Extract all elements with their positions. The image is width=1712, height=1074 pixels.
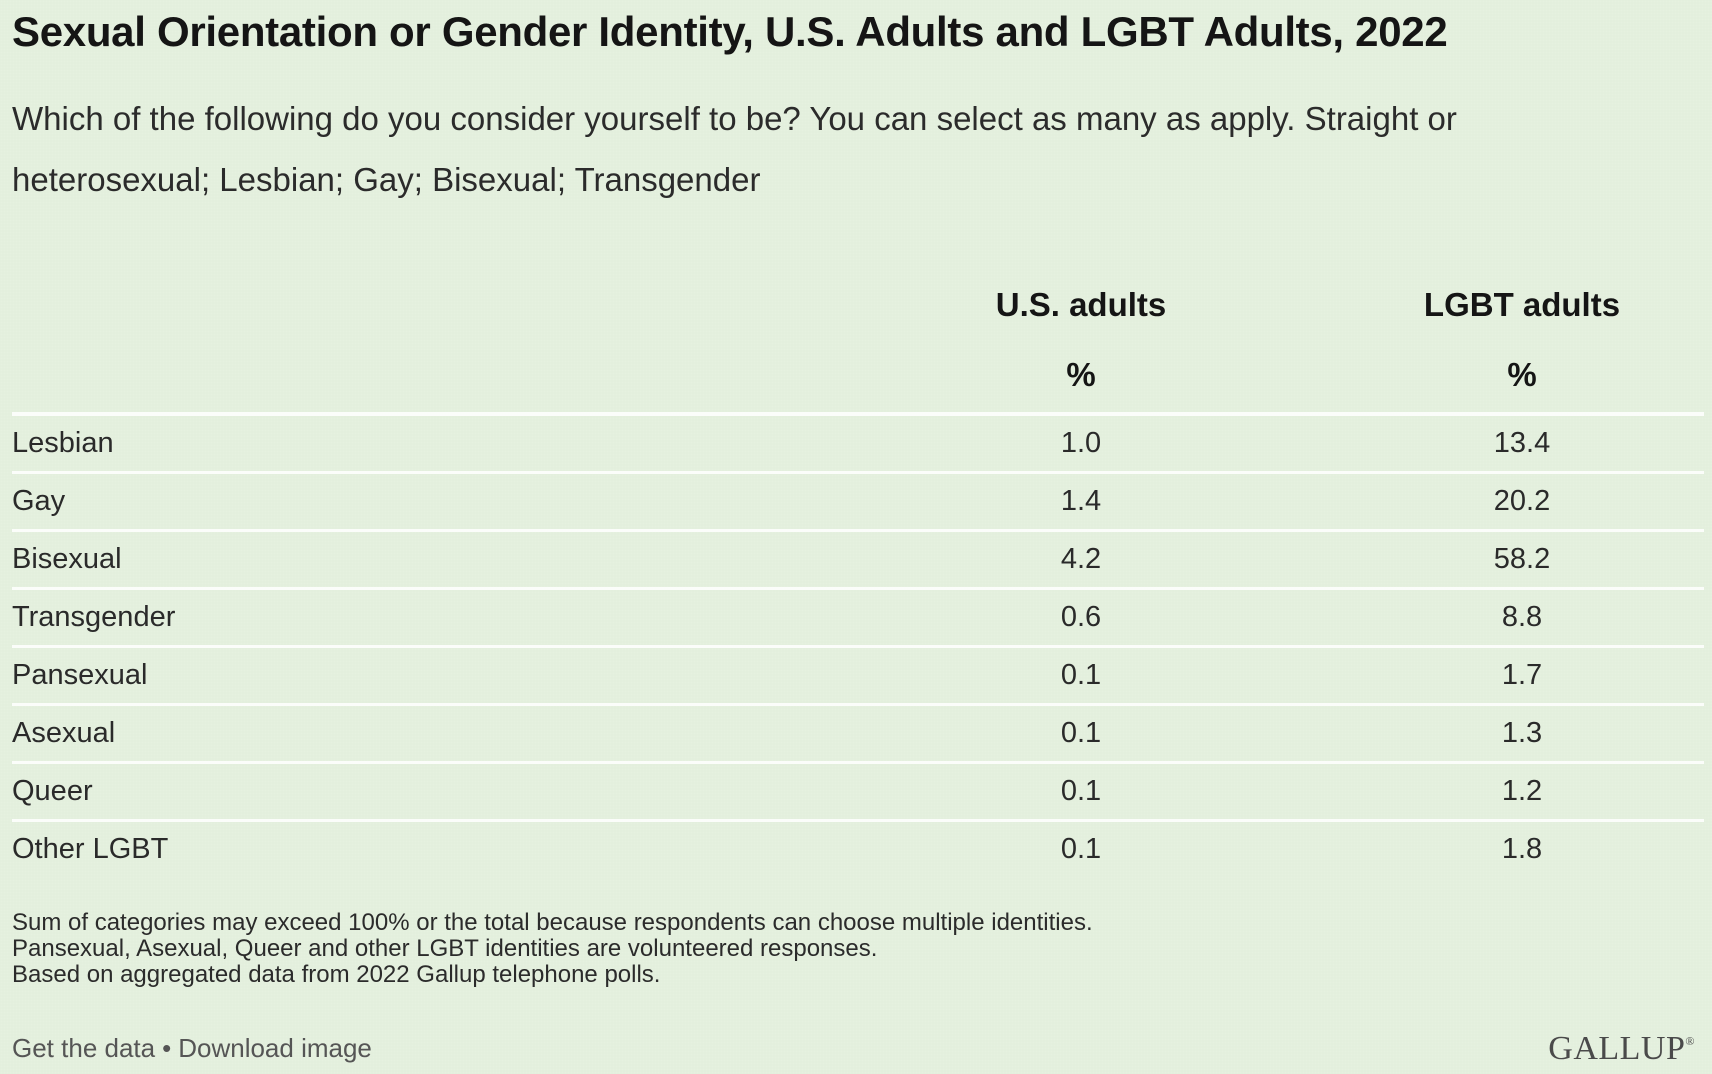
lgbt-adults-value: 13.4 <box>1493 427 1551 459</box>
table-row: Pansexual 0.1 1.7 <box>12 648 1704 706</box>
lgbt-adults-value: 1.8 <box>1501 833 1543 865</box>
gallup-logo[interactable]: GALLUP® <box>1548 1030 1695 1068</box>
table-row: Transgender 0.6 8.8 <box>12 590 1704 648</box>
us-adults-value: 4.2 <box>1060 543 1102 575</box>
registered-mark: ® <box>1685 1034 1695 1048</box>
table-row: Asexual 0.1 1.3 <box>12 706 1704 764</box>
column-header-lgbt-adults: LGBT adults <box>1423 286 1621 323</box>
note-line: Pansexual, Asexual, Queer and other LGBT… <box>12 935 878 962</box>
lgbt-adults-value: 1.7 <box>1501 659 1543 691</box>
column-unit-lgbt-adults: % <box>1507 356 1537 393</box>
table-row: Queer 0.1 1.2 <box>12 764 1704 822</box>
chart-subtitle: Which of the following do you consider y… <box>12 100 1457 198</box>
row-label: Pansexual <box>12 659 148 691</box>
chart-frame: Sexual Orientation or Gender Identity, U… <box>12 0 1704 1074</box>
row-label: Other LGBT <box>12 833 169 865</box>
lgbt-adults-value: 1.2 <box>1501 775 1543 807</box>
us-adults-value: 0.1 <box>1060 659 1102 691</box>
table-row: Gay 1.4 20.2 <box>12 474 1704 532</box>
note-line: Sum of categories may exceed 100% or the… <box>12 909 1093 936</box>
row-label: Gay <box>12 485 66 517</box>
us-adults-value: 1.4 <box>1060 485 1102 517</box>
column-unit-us-adults: % <box>1066 356 1096 393</box>
lgbt-adults-value: 1.3 <box>1501 717 1543 749</box>
chart-footer: Get the data • Download image <box>12 1033 372 1064</box>
lgbt-adults-value: 58.2 <box>1493 543 1551 575</box>
data-table: U.S. adults LGBT adults % % Lesbian 1.0 13… <box>12 270 1704 877</box>
us-adults-value: 0.1 <box>1060 717 1102 749</box>
table-row: Other LGBT 0.1 1.8 <box>12 822 1704 877</box>
row-label: Lesbian <box>12 427 114 459</box>
us-adults-value: 1.0 <box>1060 427 1102 459</box>
row-label: Bisexual <box>12 543 122 575</box>
us-adults-value: 0.1 <box>1060 775 1102 807</box>
row-label: Transgender <box>12 601 176 633</box>
row-label: Asexual <box>12 717 116 749</box>
download-image-link[interactable]: Download image <box>178 1033 372 1063</box>
table-body: Lesbian 1.0 13.4 Gay 1.4 20.2 Bisexual 4.2 58.2 T… <box>12 416 1704 877</box>
chart-notes: Sum of categories may exceed 100% or the… <box>12 910 1093 988</box>
column-header-row: U.S. adults LGBT adults <box>12 270 1704 340</box>
table-row: Bisexual 4.2 58.2 <box>12 532 1704 590</box>
us-adults-value: 0.6 <box>1060 601 1102 633</box>
column-unit-row: % % <box>12 340 1704 412</box>
us-adults-value: 0.1 <box>1060 833 1102 865</box>
row-label: Queer <box>12 775 93 807</box>
lgbt-adults-value: 20.2 <box>1493 485 1551 517</box>
note-line: Based on aggregated data from 2022 Gallu… <box>12 961 661 988</box>
chart-title: Sexual Orientation or Gender Identity, U… <box>12 8 1448 55</box>
lgbt-adults-value: 8.8 <box>1501 601 1543 633</box>
footer-separator: • <box>162 1033 172 1063</box>
gallup-logo-text: GALLUP <box>1548 1030 1686 1067</box>
table-row: Lesbian 1.0 13.4 <box>12 416 1704 474</box>
get-data-link[interactable]: Get the data <box>12 1033 156 1063</box>
column-header-us-adults: U.S. adults <box>995 286 1167 323</box>
header-divider <box>12 412 1704 416</box>
